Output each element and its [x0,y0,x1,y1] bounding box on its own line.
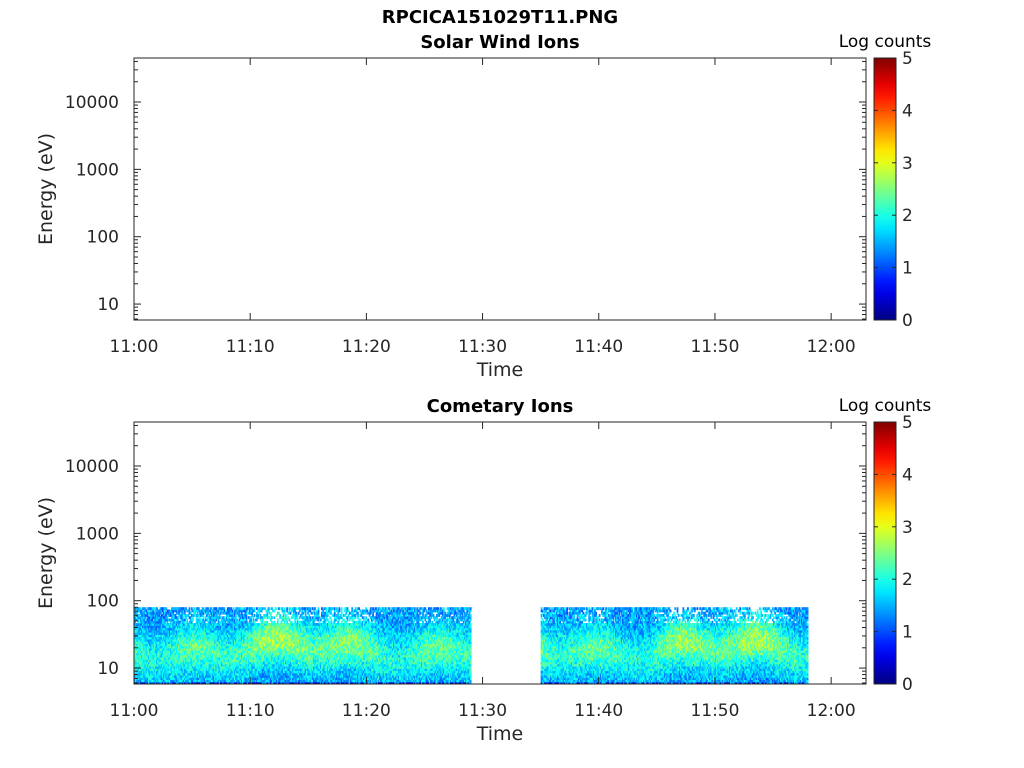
panel-title: Solar Wind Ions [420,32,579,53]
colorbar [873,421,897,685]
x-axis-label: Time [476,723,524,745]
colorbar [873,57,897,321]
x-tick-label: 11:30 [458,701,507,721]
colorbar-tick-label: 5 [902,49,913,69]
x-tick-label: 11:20 [342,701,391,721]
solar-wind-ions-panel: Solar Wind Ions 11:00 11:10 11:20 11:30 11:40… [35,32,932,381]
x-tick-label: 11:20 [342,337,391,357]
x-tick-label: 11:00 [110,701,159,721]
colorbar-tick-label: 2 [902,570,913,590]
x-tick-label: 11:30 [458,337,507,357]
y-tick-label: 10000 [65,93,119,113]
x-tick-label: 12:00 [807,701,856,721]
x-tick-label: 11:10 [226,337,275,357]
x-tick-label: 11:10 [226,701,275,721]
y-tick-label: 10 [97,295,119,315]
colorbar-tick-label: 0 [902,675,913,695]
heatmap-data [134,607,809,684]
y-axis-label: Energy (eV) [35,133,57,245]
y-tick-label: 10 [97,659,119,679]
colorbar-tick-label: 1 [902,259,913,279]
colorbar-tick-label: 3 [902,154,913,174]
colorbar-tick-label: 1 [902,623,913,643]
x-tick-label: 11:40 [574,701,623,721]
colorbar-label: Log counts [839,32,932,52]
colorbar-tick-label: 0 [902,311,913,331]
plot-frame [133,57,867,321]
colorbar-tick-label: 4 [902,101,913,121]
colorbar-tick-label: 5 [902,413,913,433]
colorbar-tick-label: 2 [902,206,913,226]
colorbar-label: Log counts [839,396,932,416]
x-tick-label: 12:00 [807,337,856,357]
x-tick-label: 11:50 [690,701,739,721]
y-tick-label: 10000 [65,457,119,477]
x-tick-label: 11:50 [690,337,739,357]
colorbar-tick-label: 4 [902,465,913,485]
plot-frame [133,421,867,685]
heatmap-segment [540,607,809,684]
y-tick-label: 1000 [76,160,119,180]
x-tick-label: 11:40 [574,337,623,357]
x-tick-label: 11:00 [110,337,159,357]
figure-title: RPCICA151029T11.PNG [381,7,619,28]
y-tick-label: 1000 [76,524,119,544]
panel-title: Cometary Ions [427,396,574,417]
y-axis-label: Energy (eV) [35,497,57,609]
y-tick-label: 100 [87,592,119,612]
colorbar-tick-label: 3 [902,518,913,538]
heatmap-segment [134,607,472,684]
x-axis-label: Time [476,359,524,381]
y-tick-label: 100 [87,228,119,248]
